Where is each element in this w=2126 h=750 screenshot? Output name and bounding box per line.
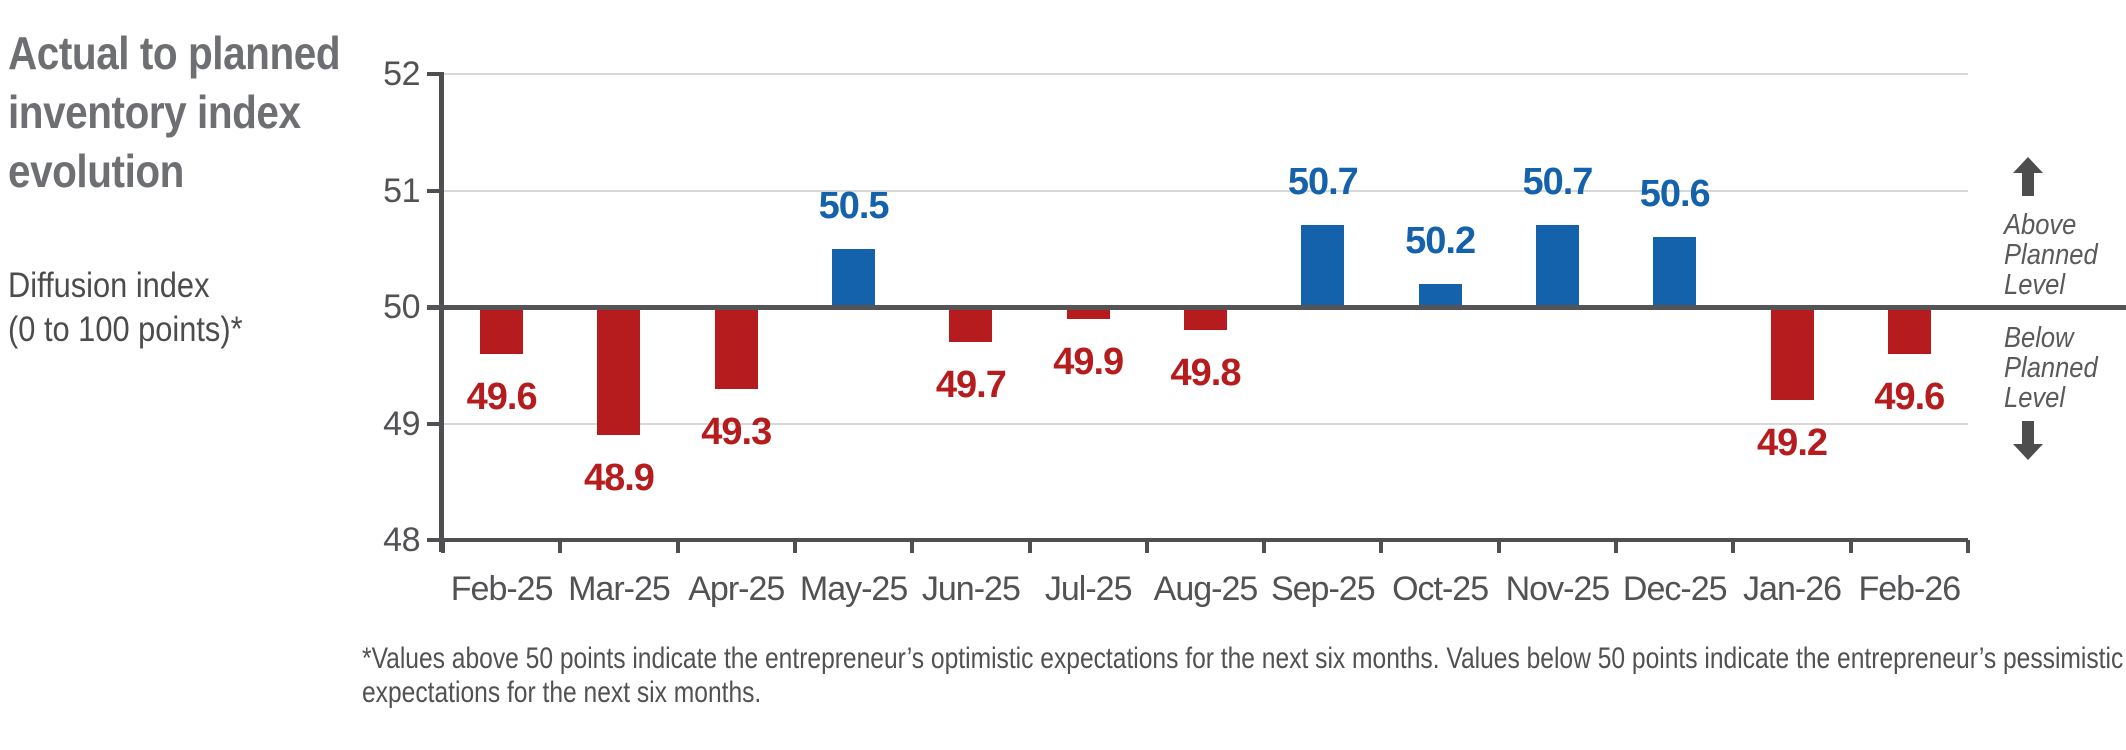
- x-axis-label-sep-25: Sep-25: [1270, 570, 1376, 608]
- zero-baseline-50: [427, 304, 2126, 310]
- chart-title: Actual to planned inventory index evolutio…: [8, 27, 341, 197]
- y-tick: [427, 72, 441, 76]
- x-axis-label-dec-25: Dec-25: [1622, 570, 1728, 608]
- x-axis-label-jul-25: Jul-25: [1044, 570, 1133, 608]
- x-tick: [558, 540, 563, 553]
- down-arrow-icon: [2013, 421, 2043, 460]
- x-axis-label-feb-26: Feb-26: [1858, 570, 1961, 608]
- value-label-mar-25: 48.9: [583, 457, 655, 500]
- x-tick: [441, 540, 445, 553]
- bar-mar-25: [597, 307, 641, 436]
- value-label-apr-25: 49.3: [701, 410, 772, 453]
- bar-aug-25: [1184, 307, 1227, 331]
- gridline-49: [443, 422, 1968, 425]
- axis-description: Diffusion index (0 to 100 points)*: [8, 266, 243, 349]
- bar-feb-26: [1887, 307, 1931, 354]
- value-label-oct-25: 50.2: [1405, 219, 1476, 262]
- value-label-sep-25: 50.7: [1287, 161, 1359, 204]
- y-axis-label-48: 48: [383, 521, 420, 559]
- x-tick: [910, 540, 915, 553]
- x-tick: [1966, 540, 1970, 553]
- bar-nov-25: [1535, 225, 1579, 307]
- x-axis-line: [439, 538, 1968, 542]
- x-tick: [1731, 540, 1736, 553]
- x-axis-label-jan-26: Jan-26: [1743, 570, 1842, 608]
- bar-oct-25: [1418, 283, 1462, 307]
- x-axis-label-may-25: May-25: [799, 570, 908, 608]
- value-label-feb-26: 49.6: [1874, 375, 1945, 418]
- gridline-51: [443, 189, 1968, 192]
- x-tick: [1027, 540, 1032, 553]
- x-tick: [1848, 540, 1853, 553]
- x-axis-label-jun-25: Jun-25: [921, 570, 1021, 608]
- footnote: *Values above 50 points indicate the ent…: [362, 642, 2124, 709]
- x-axis-label-feb-25: Feb-25: [450, 570, 554, 608]
- value-label-aug-25: 49.8: [1170, 352, 1242, 395]
- bar-jan-26: [1770, 307, 1814, 401]
- bar-jul-25: [1066, 307, 1110, 319]
- y-axis-label-52: 52: [383, 55, 420, 93]
- gridline-52: [443, 73, 1968, 75]
- value-label-nov-25: 50.7: [1522, 161, 1593, 204]
- y-tick: [427, 421, 441, 426]
- x-tick: [1614, 540, 1619, 553]
- y-axis-line: [439, 72, 444, 552]
- x-axis-label-nov-25: Nov-25: [1505, 570, 1611, 608]
- value-label-dec-25: 50.6: [1639, 173, 1711, 216]
- x-axis-label-mar-25: Mar-25: [568, 570, 671, 608]
- x-tick: [792, 540, 797, 553]
- y-axis-label-49: 49: [383, 404, 420, 443]
- below-planned-label: Below Planned Level: [2004, 322, 2098, 414]
- value-label-jul-25: 49.9: [1053, 340, 1124, 383]
- bar-feb-25: [480, 307, 524, 354]
- above-planned-label: Above Planned Level: [2004, 209, 2098, 301]
- x-axis-label-apr-25: Apr-25: [688, 570, 785, 608]
- y-tick: [427, 538, 441, 542]
- value-label-feb-25: 49.6: [466, 375, 538, 418]
- y-axis-label-51: 51: [383, 171, 420, 210]
- x-tick: [675, 540, 680, 553]
- x-tick: [1379, 540, 1384, 553]
- x-tick: [1496, 540, 1501, 553]
- value-label-may-25: 50.5: [818, 184, 890, 227]
- x-axis-label-oct-25: Oct-25: [1392, 570, 1489, 608]
- bar-apr-25: [714, 307, 758, 389]
- bar-jun-25: [949, 307, 993, 342]
- bar-sep-25: [1301, 225, 1345, 307]
- y-tick: [427, 188, 441, 193]
- bar-dec-25: [1653, 237, 1697, 307]
- x-axis-label-aug-25: Aug-25: [1153, 570, 1259, 608]
- x-tick: [1262, 540, 1267, 553]
- up-arrow-icon: [2013, 157, 2043, 196]
- value-label-jun-25: 49.7: [935, 363, 1007, 406]
- bar-may-25: [832, 248, 876, 307]
- y-axis-label-50: 50: [383, 288, 420, 326]
- value-label-jan-26: 49.2: [1757, 422, 1828, 465]
- x-tick: [1144, 540, 1149, 553]
